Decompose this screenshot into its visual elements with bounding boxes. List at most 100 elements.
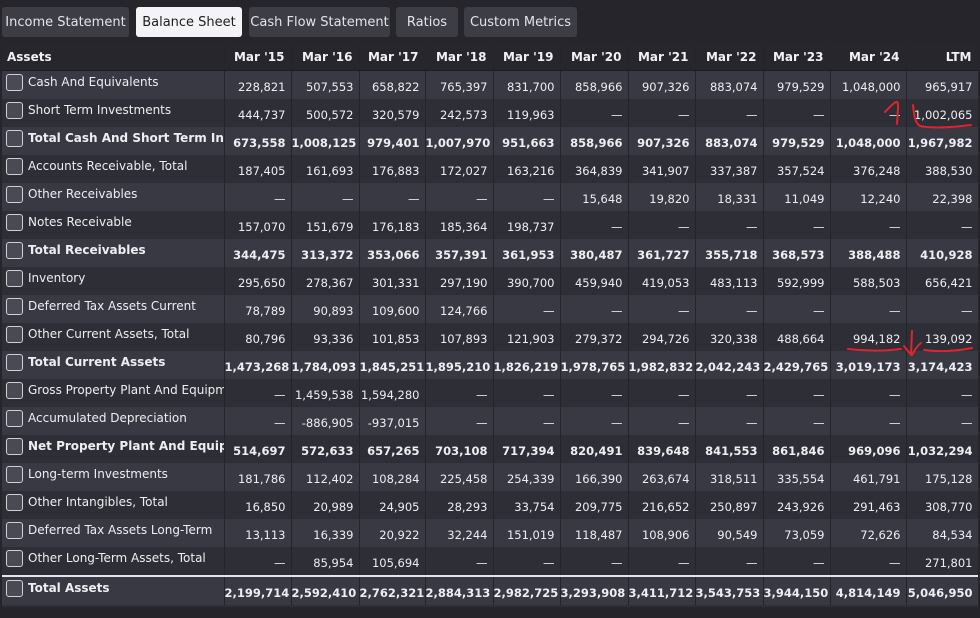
value-cell: — bbox=[628, 294, 696, 323]
row-select-checkbox[interactable] bbox=[6, 494, 23, 511]
value-cell: 390,700 bbox=[493, 266, 561, 295]
value-cell: — bbox=[695, 378, 764, 407]
row-select-checkbox[interactable] bbox=[6, 214, 23, 231]
row-label: Long-term Investments bbox=[28, 466, 168, 481]
value-cell: 263,674 bbox=[628, 462, 696, 491]
row-select-checkbox[interactable] bbox=[6, 158, 23, 175]
value-cell: 588,503 bbox=[830, 266, 907, 295]
value-cell: 357,524 bbox=[763, 154, 831, 183]
value-cell: 2,884,313 bbox=[425, 574, 494, 605]
tab-custom-metrics[interactable]: Custom Metrics bbox=[464, 7, 577, 37]
value-cell: 1,784,093 bbox=[291, 350, 360, 379]
row-select-checkbox[interactable] bbox=[6, 186, 23, 203]
value-cell: 361,727 bbox=[628, 238, 696, 267]
value-cell: 198,737 bbox=[493, 210, 561, 239]
table-row: Deferred Tax Assets Current 78,789 90,893 1… bbox=[2, 294, 978, 323]
tab-cash-flow-statement[interactable]: Cash Flow Statement bbox=[249, 7, 390, 37]
value-cell: 969,096 bbox=[830, 434, 907, 463]
row-label-cell: Deferred Tax Assets Current bbox=[2, 294, 225, 323]
value-cell: 592,999 bbox=[763, 266, 831, 295]
row-label: Cash And Equivalents bbox=[28, 74, 159, 89]
value-cell: — bbox=[560, 294, 629, 323]
value-cell: — bbox=[493, 378, 561, 407]
value-cell: 318,511 bbox=[695, 462, 764, 491]
value-cell: 78,789 bbox=[224, 294, 292, 323]
row-label-cell: Net Property Plant And Equipment bbox=[2, 434, 225, 463]
column-header: Mar '20 bbox=[560, 44, 629, 71]
value-cell: — bbox=[695, 406, 764, 435]
value-cell: — bbox=[763, 378, 831, 407]
row-select-checkbox[interactable] bbox=[6, 466, 23, 483]
value-cell: 572,633 bbox=[291, 434, 360, 463]
tab-income-statement[interactable]: Income Statement bbox=[2, 7, 129, 37]
value-cell: 2,042,243 bbox=[695, 350, 764, 379]
value-cell: 839,648 bbox=[628, 434, 696, 463]
value-cell: 181,786 bbox=[224, 462, 292, 491]
row-label-cell: Accounts Receivable, Total bbox=[2, 154, 225, 183]
row-select-checkbox[interactable] bbox=[6, 74, 23, 91]
value-cell: -886,905 bbox=[291, 406, 360, 435]
row-select-checkbox[interactable] bbox=[6, 410, 23, 427]
row-select-checkbox[interactable] bbox=[6, 298, 23, 315]
row-select-checkbox[interactable] bbox=[6, 438, 23, 455]
tab-balance-sheet[interactable]: Balance Sheet bbox=[136, 7, 242, 37]
value-cell: — bbox=[906, 378, 978, 407]
row-label-cell: Other Current Assets, Total bbox=[2, 322, 225, 351]
value-cell: 13,113 bbox=[224, 518, 292, 547]
row-label-cell: Short Term Investments bbox=[2, 98, 225, 127]
value-cell: 673,558 bbox=[224, 126, 292, 155]
value-cell: 151,019 bbox=[493, 518, 561, 547]
row-select-checkbox[interactable] bbox=[6, 580, 23, 597]
row-select-checkbox[interactable] bbox=[6, 242, 23, 259]
tab-ratios[interactable]: Ratios bbox=[396, 7, 458, 37]
value-cell: — bbox=[425, 406, 494, 435]
value-cell: 72,626 bbox=[830, 518, 907, 547]
value-cell: 419,053 bbox=[628, 266, 696, 295]
value-cell: — bbox=[493, 182, 561, 211]
table-row: Gross Property Plant And Equipment—1,459… bbox=[2, 378, 978, 407]
value-cell: — bbox=[493, 546, 561, 576]
value-cell: 291,463 bbox=[830, 490, 907, 519]
value-cell: 172,027 bbox=[425, 154, 494, 183]
value-cell: 112,402 bbox=[291, 462, 360, 491]
assets-header: Assets bbox=[2, 44, 225, 71]
value-cell: — bbox=[224, 378, 292, 407]
row-select-checkbox[interactable] bbox=[6, 382, 23, 399]
value-cell: — bbox=[224, 182, 292, 211]
value-cell: 118,487 bbox=[560, 518, 629, 547]
value-cell: 361,953 bbox=[493, 238, 561, 267]
row-label: Total Receivables bbox=[28, 242, 146, 257]
value-cell: 15,648 bbox=[560, 182, 629, 211]
table-row: Other Long-Term Assets, Total —85,954 105,… bbox=[2, 546, 978, 576]
table-row: Total Current Assets 1,473,268 1,784,093 1,… bbox=[2, 350, 978, 379]
value-cell: 500,572 bbox=[291, 98, 360, 127]
row-label-cell: Accumulated Depreciation bbox=[2, 406, 225, 435]
value-cell: — bbox=[628, 546, 696, 576]
row-select-checkbox[interactable] bbox=[6, 130, 23, 147]
row-label: Total Current Assets bbox=[28, 354, 166, 369]
table-row: Total Assets 2,199,714 2,592,410 2,762,321 2… bbox=[2, 574, 978, 605]
value-cell: — bbox=[830, 546, 907, 576]
value-cell: — bbox=[763, 210, 831, 239]
value-cell: 2,429,765 bbox=[763, 350, 831, 379]
value-cell: 1,002,065 bbox=[906, 98, 978, 127]
value-cell: 1,982,832 bbox=[628, 350, 696, 379]
row-label-cell: Long-term Investments bbox=[2, 462, 225, 491]
row-select-checkbox[interactable] bbox=[6, 102, 23, 119]
value-cell: 335,554 bbox=[763, 462, 831, 491]
value-cell: 3,019,173 bbox=[830, 350, 907, 379]
value-cell: 151,679 bbox=[291, 210, 360, 239]
value-cell: — bbox=[560, 406, 629, 435]
value-cell: 108,906 bbox=[628, 518, 696, 547]
value-cell: 185,364 bbox=[425, 210, 494, 239]
row-select-checkbox[interactable] bbox=[6, 354, 23, 371]
value-cell: — bbox=[830, 98, 907, 127]
value-cell: 353,066 bbox=[359, 238, 426, 267]
row-select-checkbox[interactable] bbox=[6, 522, 23, 539]
value-cell: 765,397 bbox=[425, 70, 494, 99]
row-select-checkbox[interactable] bbox=[6, 550, 23, 567]
value-cell: — bbox=[763, 546, 831, 576]
value-cell: 3,411,712 bbox=[628, 574, 696, 605]
row-select-checkbox[interactable] bbox=[6, 270, 23, 287]
row-select-checkbox[interactable] bbox=[6, 326, 23, 343]
